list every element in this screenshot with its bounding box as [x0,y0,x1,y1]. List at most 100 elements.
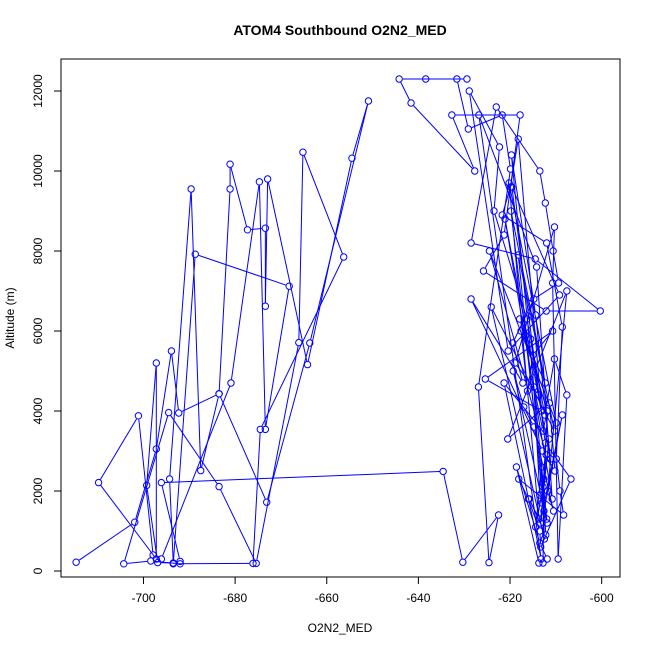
data-point [535,515,543,523]
series-segment [505,216,544,242]
series-segment [303,155,343,254]
series-segment [464,517,497,560]
data-point [263,175,272,183]
series-segment [156,556,159,558]
data-point [490,207,498,215]
data-point [563,391,571,399]
data-point [340,253,348,261]
series-segment [478,118,542,556]
data-point [176,560,184,568]
data-point [467,295,475,303]
data-point [563,287,571,295]
series-segment [524,409,533,425]
y-tick-label: 0 [31,567,45,574]
data-point [157,555,166,563]
data-point [72,558,80,566]
data-point [261,425,270,434]
series-segment [267,182,308,362]
series-segment [162,386,231,556]
y-tick-label: 12000 [31,74,45,108]
data-point [303,360,312,369]
data-point [295,338,303,347]
data-point [550,223,559,231]
data-point [540,475,548,483]
series-segment [544,418,563,508]
data-point [504,435,512,443]
series-segment [457,82,469,126]
x-axis-label: O2N2_MED [308,621,373,635]
data-point [531,255,539,263]
series-segment [555,330,563,456]
data-point [517,327,525,335]
data-point [474,383,483,391]
x-tick-label: -700 [131,591,155,605]
data-point [536,167,544,175]
series-segment [298,155,304,340]
series-segment [489,518,499,560]
data-point [514,251,522,259]
series-segment [556,462,561,488]
x-tick-label: -620 [498,591,522,605]
data-point [226,160,234,168]
data-point [512,463,521,471]
data-point [120,560,128,568]
series-segment [516,470,539,560]
data-point [515,315,524,323]
data-point [536,539,544,547]
data-point [407,99,415,107]
series-segment [505,385,548,437]
data-point [516,111,524,119]
data-point [542,307,550,315]
data-point [549,507,558,515]
y-tick-label: 8000 [31,237,45,264]
data-point [548,327,557,335]
data-point [539,483,547,491]
data-point [479,267,488,275]
series-segment [443,474,463,559]
data-point [525,495,533,503]
data-point [176,557,184,566]
series-points [72,75,604,568]
data-point [475,111,483,119]
series-segment [452,118,474,168]
series-segment [546,445,570,477]
chart-title: ATOM4 Southbound O2N2_MED [233,22,446,38]
series-segment [256,346,299,560]
data-point [535,559,543,567]
series-segment [487,332,551,378]
series-segment [265,289,290,426]
data-point [485,558,493,567]
series-segment [169,482,174,560]
series-segment [535,490,543,524]
series-segment [220,489,256,561]
data-point [364,97,373,105]
data-point [530,423,538,431]
series-segment [100,485,155,557]
data-point [227,379,235,387]
data-point [261,302,270,310]
y-tick-label: 4000 [31,397,45,424]
series-segment [508,186,540,516]
data-point [463,75,471,83]
data-point [537,543,545,551]
data-point [485,247,494,255]
series-segment [198,254,286,286]
data-point [556,487,564,495]
data-point [448,111,456,119]
data-point [506,165,515,173]
data-point [520,403,528,411]
data-point [567,475,575,483]
data-point [539,559,547,567]
series-segment [546,246,563,324]
series-segment [491,310,545,536]
data-point [453,75,461,83]
data-point [509,339,517,347]
data-point [537,463,546,471]
data-point [536,491,544,499]
data-point [187,185,195,193]
data-point [534,391,543,399]
data-point [509,367,517,375]
data-point [167,347,176,355]
data-point [514,135,522,143]
